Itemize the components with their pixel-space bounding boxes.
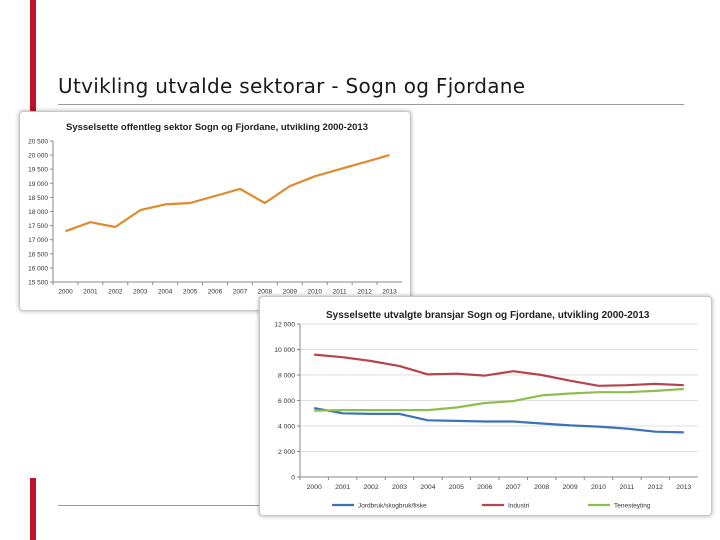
y-tick-label: 19 000 [28,181,48,188]
x-tick-label: 2013 [676,484,691,491]
chart-utvalgte-bransjar-plot: Sysselsette utvalgte bransjar Sogn og Fj… [274,310,698,510]
x-tick-label: 2009 [563,484,578,491]
series-line-offentleg-sektor [65,154,390,233]
x-tick-label: 2009 [283,289,298,296]
x-tick-label: 2001 [335,484,350,491]
x-tick-label: 2002 [108,289,123,296]
x-tick-label: 2012 [357,289,372,296]
y-tick-label: 16 000 [28,265,48,272]
x-tick-label: 2012 [648,484,663,491]
accent-bar-top [30,0,36,118]
x-tick-label: 2011 [620,484,635,491]
accent-bar-bottom [30,478,36,540]
y-tick-label: 12 000 [274,322,295,329]
y-tick-label: 8 000 [278,373,295,380]
y-tick-label: 20 000 [28,153,48,160]
slide-title: Utvikling utvalde sektorar - Sogn og Fjo… [58,74,526,98]
y-tick-label: 17 000 [28,237,48,244]
chart-offentleg-sektor-plot: Sysselsette offentleg sektor Sogn og Fjo… [28,122,402,296]
x-tick-label: 2010 [308,289,323,296]
y-tick-label: 18 500 [28,195,48,202]
chart-title: Sysselsette utvalgte bransjar Sogn og Fj… [326,310,650,321]
y-tick-label: 16 500 [28,251,48,258]
x-tick-label: 2010 [591,484,606,491]
y-tick-label: 15 500 [28,280,48,287]
bottom-divider [58,505,268,506]
x-tick-label: 2003 [392,484,407,491]
series-line-industri [314,353,684,387]
y-tick-label: 20 500 [28,139,48,146]
x-tick-label: 2005 [449,484,464,491]
legend-label: Jordbruk/skogbruk/fiske [358,503,427,510]
y-tick-label: 18 000 [28,209,48,216]
x-tick-label: 2008 [258,289,273,296]
y-tick-label: 17 500 [28,223,48,230]
x-tick-label: 2008 [534,484,549,491]
x-tick-label: 2003 [133,289,148,296]
x-tick-label: 2004 [158,289,173,296]
chart-offentleg-sektor: Sysselsette offentleg sektor Sogn og Fjo… [19,111,411,311]
title-divider [58,104,684,105]
chart-utvalgte-bransjar: Sysselsette utvalgte bransjar Sogn og Fj… [259,296,712,516]
x-tick-label: 2007 [506,484,521,491]
x-tick-label: 2000 [58,289,73,296]
y-tick-label: 10 000 [274,347,295,354]
x-tick-label: 2011 [333,289,347,296]
x-tick-label: 2004 [420,484,435,491]
legend-label: Industri [508,503,529,510]
x-tick-label: 2006 [208,289,223,296]
y-tick-label: 2 000 [278,449,295,456]
y-tick-label: 19 500 [28,167,48,174]
x-tick-label: 2006 [477,484,492,491]
x-tick-label: 2007 [233,289,248,296]
y-tick-label: 6 000 [278,398,295,405]
x-tick-label: 2005 [183,289,198,296]
x-tick-label: 2013 [382,289,397,296]
y-tick-label: 0 [291,475,295,482]
series-line-tenesteyting [314,387,684,412]
legend-label: Tenesteyting [614,503,651,510]
x-tick-label: 2000 [307,484,322,491]
y-tick-label: 4 000 [278,424,295,431]
x-tick-label: 2002 [364,484,379,491]
x-tick-label: 2001 [83,289,98,296]
series-line-jordbruk-skogbruk-fiske [314,407,684,434]
chart-title: Sysselsette offentleg sektor Sogn og Fjo… [66,122,368,133]
